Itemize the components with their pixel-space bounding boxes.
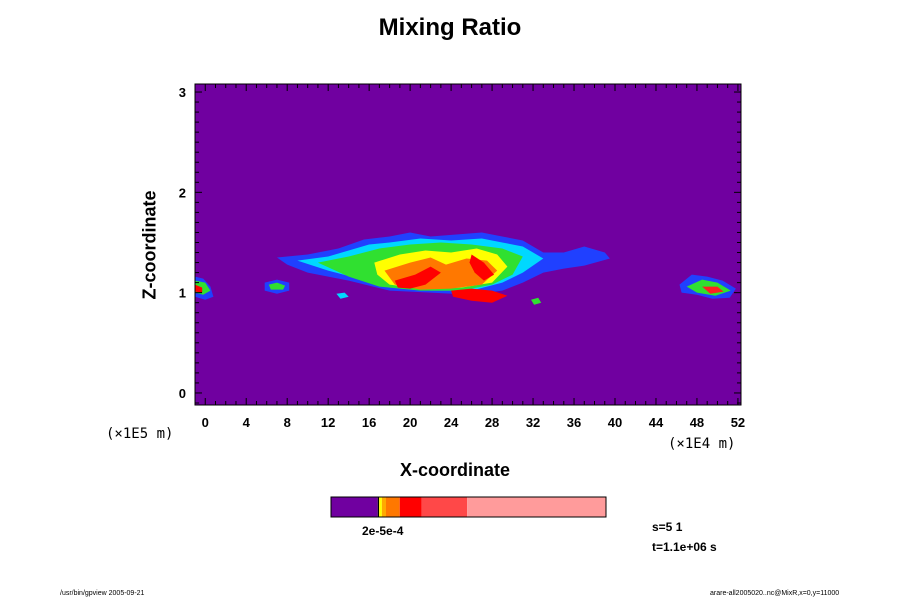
x-tick-label: 52 (731, 415, 745, 430)
y-tick-label: 2 (179, 185, 186, 200)
colorbar-segment-5 (399, 497, 422, 517)
colorbar-segment-2 (379, 497, 382, 517)
y-tick-label: 0 (179, 386, 186, 401)
colorbar-segment-7 (467, 497, 606, 517)
x-tick-label: 48 (690, 415, 704, 430)
contour-region-red2 (469, 254, 495, 281)
footer-source: arare-all2005020..nc@MixR,x=0,y=11000 (710, 590, 840, 597)
y-axis-unit: (×1E4 m) (668, 436, 736, 452)
info-time: t=1.1e+06 s (652, 540, 717, 554)
y-axis-label: Z-coordinate (139, 190, 160, 300)
x-tick-label: 36 (567, 415, 581, 430)
colorbar-label: 2e-5e-4 (362, 524, 404, 538)
x-tick-label: 12 (321, 415, 335, 430)
contour-region-red (394, 266, 441, 289)
x-tick-label: 0 (202, 415, 209, 430)
contour-region-red-right (702, 286, 724, 294)
contour-region-cyan-small (336, 292, 349, 299)
contour-region-red-lower (451, 288, 508, 303)
x-tick-label: 40 (608, 415, 622, 430)
x-tick-label: 4 (243, 415, 251, 430)
x-axis-unit: (×1E5 m) (106, 426, 174, 442)
x-axis-label: X-coordinate (399, 460, 510, 480)
colorbar-frame (330, 496, 607, 518)
contour-region-red-left (195, 284, 203, 293)
colorbar-segment-6 (421, 497, 468, 517)
x-tick-label: 8 (284, 415, 291, 430)
contour-region-green-blob1 (268, 282, 286, 290)
contour-region-green-small (531, 297, 542, 305)
footer-command: /usr/bin/gpview 2005-09-21 (60, 590, 145, 597)
info-step: s=5 1 (652, 520, 683, 534)
colorbar-segment-3 (381, 497, 386, 517)
colorbar-segment-0 (331, 497, 378, 517)
plot-frame (194, 83, 742, 406)
x-tick-label: 44 (649, 415, 664, 430)
x-tick-label: 24 (444, 415, 459, 430)
colorbar-segment-4 (386, 497, 400, 517)
x-tick-label: 28 (485, 415, 499, 430)
x-tick-label: 20 (403, 415, 417, 430)
colorbar-segment-1 (377, 497, 380, 517)
y-tick-label: 1 (179, 286, 186, 301)
x-tick-label: 16 (362, 415, 376, 430)
y-tick-label: 3 (179, 85, 186, 100)
chart-title: Mixing Ratio (378, 14, 522, 41)
x-tick-label: 32 (526, 415, 540, 430)
